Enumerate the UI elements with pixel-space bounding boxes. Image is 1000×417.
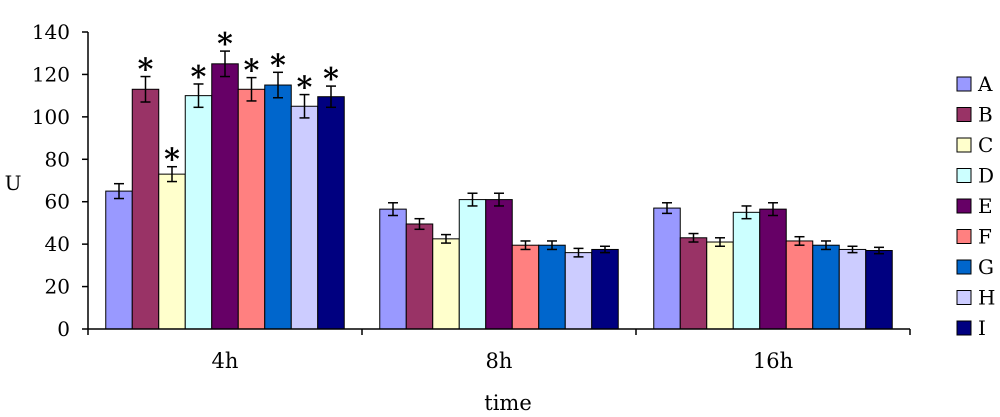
significance-marker: *: [244, 54, 260, 89]
bar-A-16h: [653, 207, 681, 330]
legend-label-H: H: [978, 286, 995, 310]
bars: * * * * * * * *: [105, 27, 893, 330]
y-tick-label: 140: [32, 20, 70, 44]
legend-swatch-H: [956, 290, 972, 305]
legend-label-D: D: [978, 164, 994, 188]
bar-C-8h: [432, 238, 460, 330]
bar-C-16h: [706, 241, 734, 330]
bar-B-16h: [679, 237, 708, 330]
bar-F-16h: [785, 240, 814, 330]
bar-E-16h: [759, 208, 787, 330]
bar-F-8h: [511, 244, 540, 330]
y-tick-label: 40: [45, 232, 70, 256]
y-axis: 0 20 40 60 80 100 120 140: [32, 20, 89, 341]
legend-label-E: E: [978, 194, 993, 218]
bar-I-8h: [591, 248, 619, 330]
bar-H-4h: [290, 105, 319, 330]
bar-C-4h: [158, 173, 186, 330]
y-axis-label: U: [5, 171, 22, 195]
bar-A-4h: [105, 190, 133, 330]
x-tick-label: 16h: [753, 349, 793, 373]
y-tick-label: 120: [32, 62, 70, 86]
x-tick-label: 8h: [486, 349, 513, 373]
y-tick-label: 0: [57, 317, 70, 341]
significance-marker: *: [217, 27, 233, 62]
legend-label-I: I: [978, 316, 986, 340]
bar-G-8h: [538, 244, 566, 330]
bar-D-16h: [732, 211, 761, 330]
legend-swatch-F: [956, 229, 972, 244]
legend-swatch-D: [956, 168, 972, 183]
significance-marker: *: [191, 60, 207, 95]
significance-marker: *: [270, 48, 286, 83]
bar-I-4h: [317, 96, 345, 330]
legend-label-G: G: [978, 255, 994, 279]
bar-D-8h: [458, 199, 487, 330]
significance-marker: *: [297, 71, 313, 106]
legend-swatch-I: [956, 320, 972, 336]
legend-swatch-C: [956, 137, 972, 153]
y-tick-label: 60: [45, 190, 70, 214]
bar-H-8h: [564, 252, 593, 330]
x-axis-label: time: [484, 391, 532, 415]
legend-swatch-G: [956, 259, 972, 275]
bar-F-4h: [237, 88, 266, 330]
legend-label-A: A: [977, 72, 993, 96]
x-tick-label: 4h: [212, 349, 239, 373]
significance-marker: *: [164, 143, 180, 178]
significance-marker: *: [138, 53, 154, 88]
significance-marker: *: [323, 62, 339, 97]
y-tick-label: 100: [32, 105, 70, 129]
y-tick-label: 20: [45, 275, 70, 299]
bar-E-8h: [485, 199, 513, 330]
legend-swatch-E: [956, 198, 972, 214]
legend-label-F: F: [978, 225, 992, 249]
legend-label-B: B: [978, 103, 993, 127]
bar-E-4h: [211, 63, 239, 330]
x-axis: 4h 8h 16h: [87, 328, 911, 373]
y-tick-label: 80: [45, 147, 70, 171]
bar-B-8h: [405, 223, 434, 330]
bar-G-16h: [812, 244, 840, 330]
bar-B-4h: [131, 88, 160, 330]
bar-G-4h: [264, 84, 292, 330]
bar-I-16h: [865, 250, 893, 330]
bar-H-16h: [838, 248, 867, 330]
bar-A-8h: [379, 208, 407, 330]
bar-D-4h: [184, 95, 213, 330]
legend-label-C: C: [978, 133, 993, 157]
legend-swatch-A: [956, 76, 972, 92]
legend-swatch-B: [956, 107, 972, 122]
